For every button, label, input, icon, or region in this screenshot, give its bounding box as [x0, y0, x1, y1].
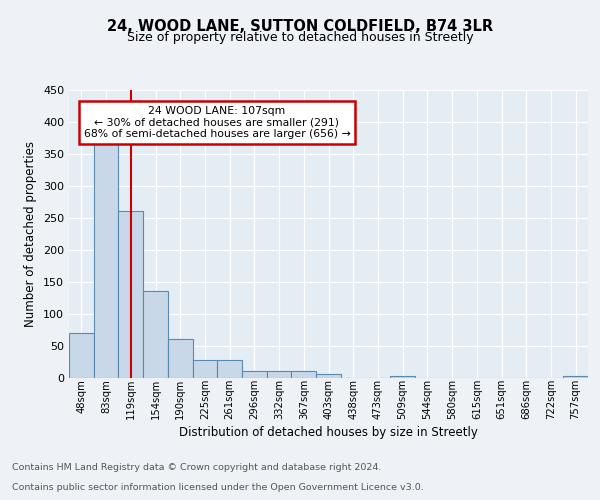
Bar — [168, 339, 193, 378]
Text: Contains public sector information licensed under the Open Government Licence v3: Contains public sector information licen… — [12, 484, 424, 492]
Bar — [267, 371, 292, 378]
Y-axis label: Number of detached properties: Number of detached properties — [25, 141, 37, 327]
Text: Contains HM Land Registry data © Crown copyright and database right 2024.: Contains HM Land Registry data © Crown c… — [12, 464, 382, 472]
Bar — [390, 376, 415, 378]
Bar — [316, 374, 341, 378]
Bar — [69, 333, 94, 378]
Bar — [217, 360, 242, 378]
Bar — [193, 360, 217, 378]
Bar — [118, 212, 143, 378]
Bar — [242, 371, 267, 378]
Bar — [292, 371, 316, 378]
X-axis label: Distribution of detached houses by size in Streetly: Distribution of detached houses by size … — [179, 426, 478, 439]
Bar — [94, 138, 118, 378]
Text: 24, WOOD LANE, SUTTON COLDFIELD, B74 3LR: 24, WOOD LANE, SUTTON COLDFIELD, B74 3LR — [107, 19, 493, 34]
Bar — [143, 291, 168, 378]
Text: 24 WOOD LANE: 107sqm
← 30% of detached houses are smaller (291)
68% of semi-deta: 24 WOOD LANE: 107sqm ← 30% of detached h… — [83, 106, 350, 139]
Text: Size of property relative to detached houses in Streetly: Size of property relative to detached ho… — [127, 31, 473, 44]
Bar — [563, 376, 588, 378]
